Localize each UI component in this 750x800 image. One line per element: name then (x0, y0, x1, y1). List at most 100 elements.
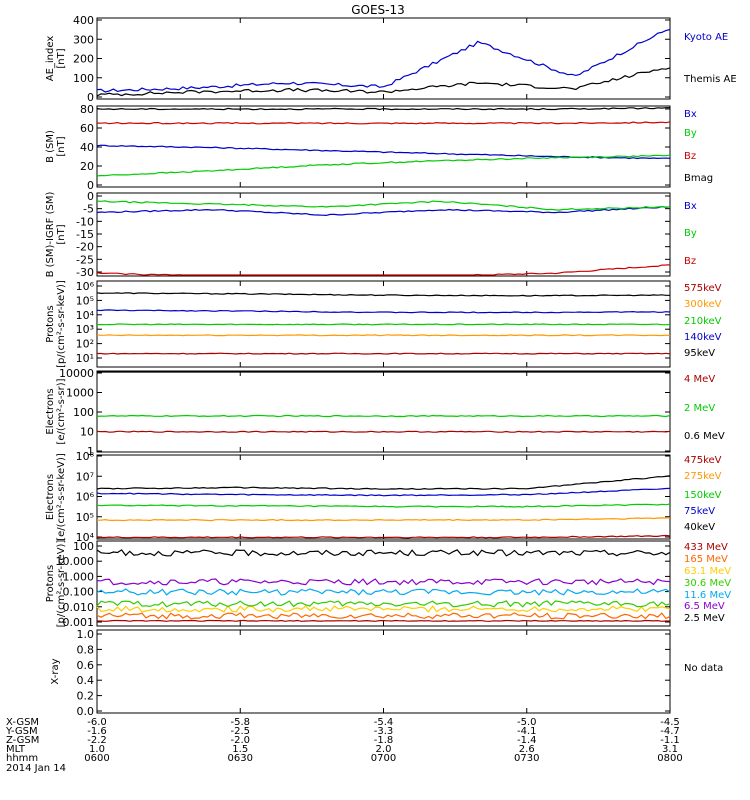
y-tick-label: 10⁸ (76, 450, 95, 463)
y-tick-label: 0.4 (77, 674, 95, 687)
y-tick-label: -5 (83, 203, 94, 216)
footer-value: -5.0 (517, 717, 537, 728)
legend-entry: No data (684, 663, 723, 674)
footer-value: -1.4 (517, 735, 537, 746)
series-line (96, 612, 671, 620)
legend-entry: Bz (684, 151, 696, 162)
y-axis-label: Electrons (45, 474, 56, 520)
y-tick-label: 1.000 (63, 570, 95, 583)
series-line (96, 107, 671, 111)
footer-value: -2.0 (230, 735, 250, 746)
y-tick-label: 10⁵ (76, 294, 94, 307)
y-axis-label: [p/(cm²-s-sr-keV)] (56, 540, 67, 628)
footer-value: -3.3 (374, 726, 394, 737)
panel-elec1: 10000 1000 100 10 1 Electrons [e/(cm²-s-sr)] 4 … (45, 367, 725, 458)
chart-title: GOES-13 (351, 3, 405, 17)
footer-row-label: MLT (6, 744, 26, 755)
legend-entry: 165 MeV (684, 554, 728, 565)
y-tick-label: 10⁶ (76, 491, 95, 504)
y-axis-label: X-ray (50, 658, 61, 684)
legend-entry: 6.5 MeV (684, 601, 725, 612)
y-tick-label: -15 (76, 228, 94, 241)
y-axis-label: B (SM) (45, 130, 56, 163)
y-tick-label: 1 (87, 445, 94, 458)
y-tick-label: 0.100 (63, 586, 95, 599)
footer-value: 1.5 (232, 744, 248, 755)
y-tick-label: 0.6 (77, 659, 95, 672)
y-axis-label: [nT] (56, 224, 67, 244)
y-axis-label: [nT] (56, 48, 67, 68)
y-axis-label: Electrons (45, 388, 56, 434)
y-axis-label: Protons (45, 565, 56, 602)
series-line (97, 517, 671, 522)
y-tick-label: 0 (87, 190, 94, 203)
panel-bsm: 80 60 40 20 0 B (SM) [nT] Bx By Bz Bmag (45, 103, 713, 192)
series-line (96, 205, 671, 217)
series-line (97, 352, 671, 355)
y-axis-label: Protons (45, 305, 56, 342)
y-tick-label: 10⁶ (76, 280, 95, 293)
footer-row-label: Z-GSM (6, 735, 39, 746)
y-tick-label: 20 (80, 160, 94, 173)
y-tick-label: -10 (76, 215, 94, 228)
series-line (96, 600, 671, 608)
legend-entry: 433 MeV (684, 542, 728, 553)
legend-entry: 95keV (684, 348, 715, 359)
legend-entry: 210keV (684, 316, 722, 327)
panel-prot2: 100 10.000 1.000 0.100 0.010 0.001 Protons [p/(… (45, 540, 731, 629)
panel-frame (96, 370, 671, 453)
series-line (96, 154, 671, 177)
footer-value: 0800 (657, 753, 682, 764)
footer-value: -2.5 (230, 726, 250, 737)
legend-entry: 30.6 MeV (684, 578, 731, 589)
footer-value: -4.5 (660, 717, 680, 728)
legend-entry: 63.1 MeV (684, 566, 731, 577)
y-axis-label: AE_index (45, 36, 56, 82)
y-tick-label: 0 (87, 91, 94, 104)
y-axis-label: [nT] (56, 136, 67, 156)
y-tick-label: 0.0 (77, 705, 95, 718)
y-tick-label: 1000 (66, 387, 94, 400)
series-line (96, 121, 671, 125)
series-line (96, 475, 671, 490)
footer-value: 2.6 (519, 744, 535, 755)
series-line (96, 604, 671, 613)
y-tick-label: 1.0 (77, 628, 95, 641)
series-line (96, 549, 671, 557)
series-line (96, 323, 671, 326)
footer-value: 0700 (371, 753, 396, 764)
y-tick-label: -20 (76, 241, 94, 254)
panel-frame (96, 629, 671, 714)
y-tick-label: 10⁴ (76, 309, 95, 322)
panel-bigrf: 0-5-10-15-20-25-30 B (SM)-IGRF (SM) [nT] Bx… (45, 190, 697, 279)
footer-value: -6.0 (87, 717, 107, 728)
series-line (96, 534, 671, 539)
footer-value: -5.4 (374, 717, 394, 728)
series-line (96, 264, 671, 276)
y-tick-label: 400 (73, 14, 94, 27)
panel-xray: 1.0 0.8 0.6 0.4 0.2 0.0 X-ray No data (50, 628, 723, 718)
series-line (96, 430, 671, 433)
footer-value: 2.0 (376, 744, 392, 755)
y-axis-label: [e/(cm²-s-sr-keV)] (56, 453, 67, 541)
y-tick-label: 300 (73, 33, 94, 46)
y-tick-label: 10⁴ (76, 531, 95, 544)
y-tick-label: 10⁷ (76, 470, 94, 483)
footer-row-label: X-GSM (6, 717, 39, 728)
panel-frame (96, 454, 671, 540)
footer-value: -1.1 (660, 735, 680, 746)
y-tick-label: 0.010 (63, 601, 95, 614)
legend-entry: 0.6 MeV (684, 431, 725, 442)
y-tick-label: 0.001 (63, 616, 95, 629)
y-axis-label: [p/(cm²-s-sr-keV)] (56, 280, 67, 368)
y-tick-label: 200 (73, 53, 94, 66)
series-line (96, 487, 671, 497)
legend-entry: 2 MeV (684, 403, 715, 414)
legend-entry: Kyoto AE (684, 32, 728, 43)
y-tick-label: 10000 (59, 367, 94, 380)
series-line (96, 578, 671, 586)
series-line (96, 28, 671, 93)
